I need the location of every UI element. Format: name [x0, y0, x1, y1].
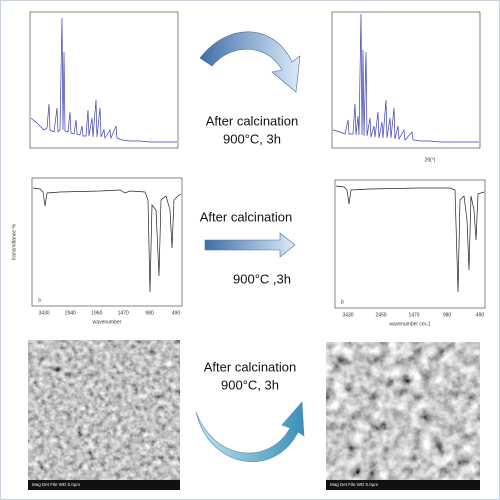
sem-left: Mag Det File WD 5.0µm: [28, 340, 180, 490]
x-tick-label: 1470: [118, 310, 129, 316]
panel-tag: b: [341, 299, 344, 305]
x-tick-label: 3430: [38, 310, 49, 316]
caption: After calcination: [200, 209, 293, 224]
caption: 900°C, 3h: [223, 131, 281, 146]
caption: After calcination: [204, 359, 297, 374]
x-tick-label: 490: [476, 312, 485, 318]
panel-tag: a: [38, 297, 41, 303]
caption: After calcination: [206, 113, 299, 128]
arrow: [204, 232, 296, 258]
axis-label: wavenumber: [93, 319, 122, 325]
xrd-left: [29, 11, 179, 149]
arrow: [199, 31, 301, 93]
axis-label: transmittance %: [11, 224, 17, 260]
ftir-right: wavenumber cm-1 b 3430 2450 1470 980 490: [334, 179, 486, 327]
x-tick-label: 980: [443, 312, 452, 318]
x-tick-label: 2450: [375, 312, 386, 318]
x-tick-label: 3430: [342, 312, 353, 318]
ftir-left: transmittance % wavenumber a 3430 2940 196…: [11, 177, 183, 325]
sem-right: Mag Det File WD 5.0µm: [326, 342, 480, 490]
x-tick-label: 980: [145, 310, 154, 316]
x-tick-label: 490: [172, 310, 181, 316]
caption: 900°C, 3h: [221, 377, 279, 392]
axis-label: wavenumber cm-1: [389, 321, 430, 327]
x-tick-label: 1960: [91, 310, 102, 316]
image-info: Mag Det File WD 5.0µm: [32, 482, 80, 487]
x-tick-label: 1470: [408, 312, 419, 318]
x-tick-label: 2940: [65, 310, 76, 316]
caption: 900°C ,3h: [233, 271, 291, 286]
axis-label: 2θ(°): [425, 157, 436, 163]
xrd-right: 2θ(°): [331, 11, 481, 163]
arrow: [195, 401, 305, 463]
image-info: Mag Det File WD 5.0µm: [330, 482, 378, 487]
